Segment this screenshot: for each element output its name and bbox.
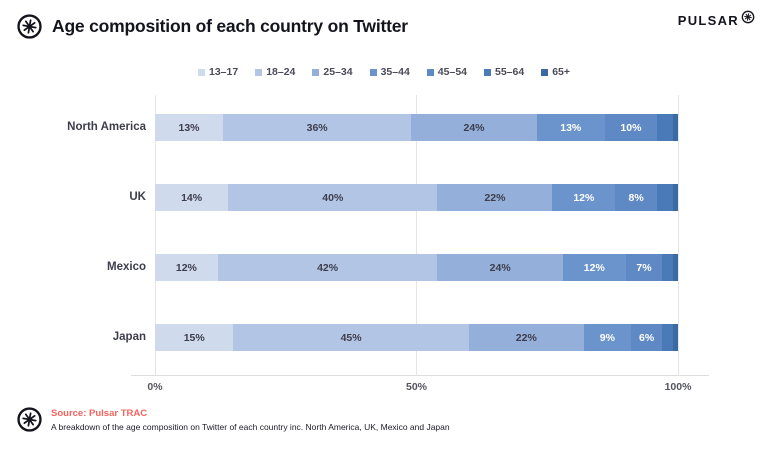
gridline-0 — [154, 95, 156, 376]
bar-segment-55-64 — [657, 114, 673, 141]
bar-row-Mexico: Mexico 12% 42% 24% 12% 7% — [107, 254, 678, 281]
legend-swatch-icon — [312, 68, 320, 76]
x-axis-line — [131, 375, 709, 376]
bar-segment-35-44: 9% — [583, 324, 631, 351]
stacked-bar: 12% 42% 24% 12% 7% — [155, 254, 678, 281]
bar-segment-25-34: 24% — [437, 254, 563, 281]
footer-text: Source: Pulsar TRAC A breakdown of the a… — [51, 408, 450, 432]
gridline-100 — [677, 95, 679, 376]
bar-segment-45-54: 8% — [615, 184, 658, 211]
stacked-bar: 13% 36% 24% 13% 10% — [155, 114, 678, 141]
legend-label: 25–34 — [323, 66, 353, 78]
stacked-bar: 14% 40% 22% 12% 8% — [155, 184, 678, 211]
gridline-50 — [416, 95, 417, 376]
plot-area: North America 13% 36% 24% 13% 10% UK 14% 40% 22% 1… — [67, 95, 709, 376]
legend-label: 55–64 — [495, 66, 525, 78]
bar-segment-25-34: 22% — [468, 324, 584, 351]
bar-segment-35-44: 12% — [552, 184, 616, 211]
x-tick-label-0: 0% — [147, 381, 163, 393]
legend-item-65+: 65+ — [541, 66, 570, 78]
legend-label: 18–24 — [266, 66, 296, 78]
bar-segment-35-44: 13% — [536, 114, 605, 141]
bar-segment-18-24: 45% — [233, 324, 469, 351]
bar-row-North-America: North America 13% 36% 24% 13% 10% — [67, 114, 678, 141]
bar-segment-65+ — [672, 324, 678, 351]
bar-segment-45-54: 6% — [630, 324, 663, 351]
legend-swatch-icon — [484, 68, 491, 76]
pulsar-asterisk-icon — [16, 13, 43, 40]
x-tick-label-50: 50% — [405, 381, 428, 393]
bar-row-Japan: Japan 15% 45% 22% 9% 6% — [113, 324, 678, 351]
pulsar-logo: PULSAR — [677, 10, 755, 29]
bar-segment-25-34: 24% — [411, 114, 537, 141]
bar-segment-45-54: 10% — [604, 114, 658, 141]
bar-row-UK: UK 14% 40% 22% 12% 8% — [129, 184, 678, 211]
legend-swatch-icon — [255, 68, 263, 76]
legend-swatch-icon — [197, 68, 205, 76]
legend-label: 45–54 — [437, 66, 467, 78]
footer: Source: Pulsar TRAC A breakdown of the a… — [16, 406, 450, 433]
bar-segment-13-17: 15% — [155, 324, 234, 351]
legend-swatch-icon — [426, 68, 434, 76]
legend-item-35-44: 35–44 — [369, 66, 410, 78]
bar-segment-65+ — [672, 114, 678, 141]
bar-segment-18-24: 40% — [228, 184, 438, 211]
header: Age composition of each country on Twitt… — [16, 13, 408, 40]
bar-segment-55-64 — [662, 324, 673, 351]
legend-item-25-34: 25–34 — [312, 66, 353, 78]
chart-legend: 13–17 18–24 25–34 35–44 45–54 55–64 65+ — [0, 66, 768, 78]
row-label: Mexico — [107, 261, 146, 273]
legend-label: 13–17 — [208, 66, 239, 78]
chart-description: A breakdown of the age composition on Tw… — [51, 421, 450, 432]
legend-swatch-icon — [541, 68, 549, 76]
footer-pulsar-asterisk-icon — [16, 406, 43, 433]
bar-segment-25-34: 22% — [437, 184, 553, 211]
stacked-bar: 15% 45% 22% 9% 6% — [155, 324, 678, 351]
bar-segment-35-44: 12% — [562, 254, 626, 281]
x-tick-label-100: 100% — [664, 381, 692, 393]
x-axis: 0% 50% 100% — [0, 381, 768, 395]
legend-item-55-64: 55–64 — [484, 66, 524, 78]
legend-item-18-24: 18–24 — [255, 66, 295, 78]
pulsar-logo-asterisk-icon — [741, 10, 755, 24]
legend-item-13-17: 13–17 — [197, 66, 239, 78]
row-label: UK — [129, 191, 146, 203]
bar-segment-45-54: 7% — [625, 254, 663, 281]
legend-swatch-icon — [369, 68, 377, 76]
bar-segment-13-17: 14% — [155, 184, 229, 211]
bar-segment-55-64 — [662, 254, 673, 281]
row-label: North America — [67, 121, 146, 133]
legend-label: 35–44 — [380, 66, 410, 78]
source-label: Source: Pulsar TRAC — [51, 407, 148, 419]
pulsar-wordmark: PULSAR — [677, 13, 739, 28]
legend-item-45-54: 45–54 — [426, 66, 467, 78]
bar-segment-65+ — [672, 184, 678, 211]
row-label: Japan — [112, 331, 146, 343]
bar-segment-65+ — [672, 254, 678, 281]
legend-label: 65+ — [552, 66, 571, 78]
bar-segment-13-17: 12% — [155, 254, 218, 281]
page-title: Age composition of each country on Twitt… — [52, 16, 408, 36]
bar-segment-55-64 — [657, 184, 673, 211]
bar-segment-18-24: 36% — [222, 114, 412, 141]
bar-segment-13-17: 13% — [155, 114, 223, 141]
bar-segment-18-24: 42% — [217, 254, 438, 281]
